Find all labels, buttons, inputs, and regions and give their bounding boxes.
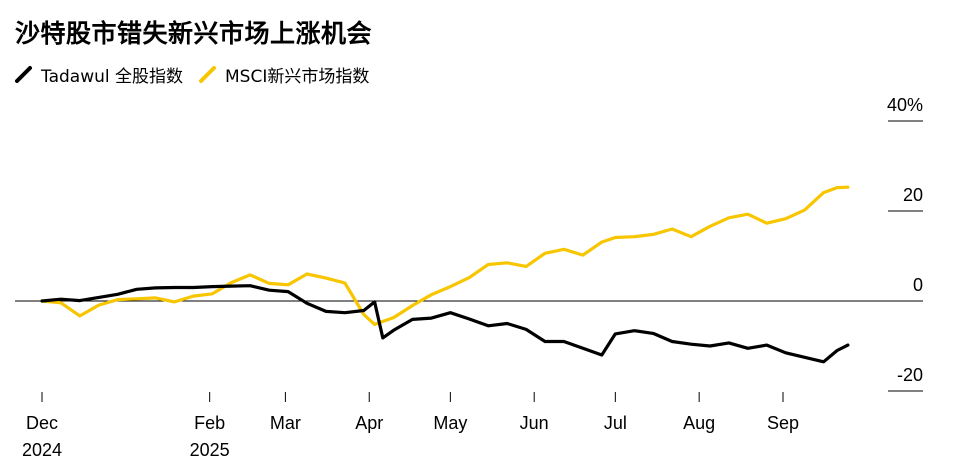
legend-label-msci: MSCI新兴市场指数 — [225, 66, 370, 87]
y-axis: 40% 20 0 -20 — [887, 95, 923, 392]
y-tick-label: 20 — [903, 185, 923, 205]
series-line-tadawul — [40, 284, 850, 364]
legend-swatch-tadawul — [15, 66, 32, 83]
legend-label-tadawul: Tadawul 全股指数 — [41, 66, 184, 87]
x-tick-label: Aug — [683, 413, 715, 433]
x-tick-label: Jul — [604, 413, 627, 433]
series-line-msci — [40, 185, 850, 326]
x-tick-label: Feb — [194, 413, 225, 433]
x-axis: Dec 2024 Feb 2025 Mar Apr May Jun Jul Aug Sep — [22, 392, 799, 460]
x-tick-year-label: 2025 — [190, 440, 230, 460]
legend-item-msci: MSCI新兴市场指数 — [199, 62, 369, 87]
legend-swatch-msci — [199, 66, 217, 83]
legend-item-tadawul: Tadawul 全股指数 — [15, 62, 183, 87]
x-tick-label: Apr — [355, 413, 383, 433]
x-tick-label: Sep — [767, 413, 799, 433]
x-tick-label: May — [433, 413, 467, 433]
x-tick-label: Mar — [270, 413, 301, 433]
y-tick-label: 40% — [887, 95, 923, 115]
series-layer — [40, 185, 850, 364]
y-tick-label: -20 — [897, 365, 923, 385]
x-tick-year-label: 2024 — [22, 440, 62, 460]
x-tick-label: Dec — [26, 413, 58, 433]
legend: Tadawul 全股指数 MSCI新兴市场指数 — [15, 62, 385, 87]
y-tick-label: 0 — [913, 275, 923, 295]
x-tick-label: Jun — [520, 413, 549, 433]
chart-title: 沙特股市错失新兴市场上涨机会 — [15, 19, 373, 48]
